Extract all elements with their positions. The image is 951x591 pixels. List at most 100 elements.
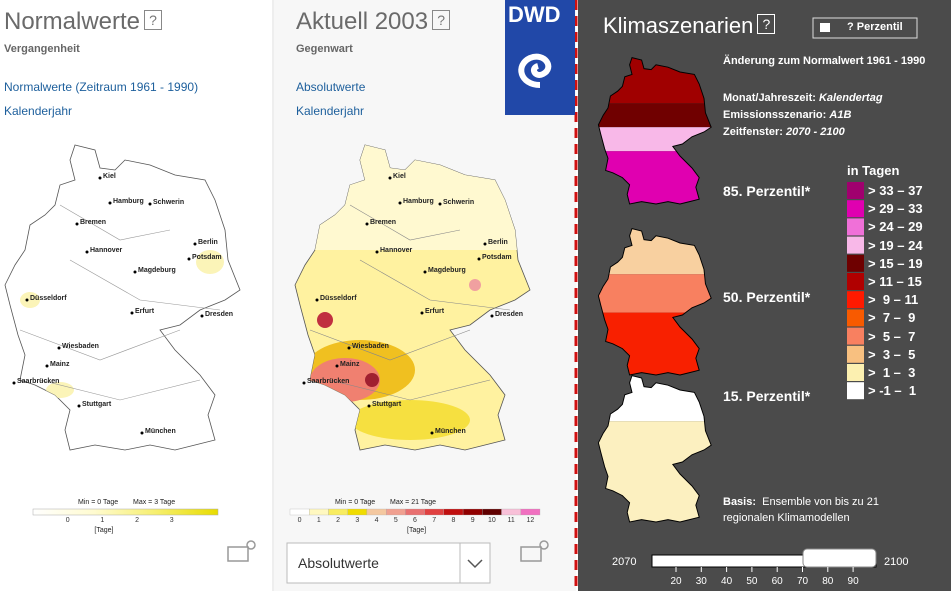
legend-tick: 3	[169, 517, 174, 524]
perzentil-button[interactable]	[812, 17, 918, 39]
legend-tick: 6	[413, 517, 417, 524]
city-dot	[438, 202, 442, 206]
legend-swatch	[847, 236, 864, 254]
city-label: Mainz	[340, 361, 360, 368]
colorbar-segment	[347, 508, 368, 516]
legend-label: > 15 – 19	[868, 255, 923, 271]
heading: Änderung zum Normalwert 1961 - 1990	[723, 55, 926, 67]
colorbar-segment	[405, 508, 425, 516]
slider-tick-label: 20	[670, 576, 682, 587]
legend-swatch	[847, 364, 864, 381]
city-dot	[108, 201, 112, 205]
link[interactable]: Kalenderjahr	[296, 104, 365, 118]
city-label: Düsseldorf	[320, 295, 357, 302]
legend-label: > 29 – 33	[868, 201, 923, 217]
logo: DWD	[508, 2, 561, 27]
city-dot	[77, 404, 81, 408]
city-dot	[483, 242, 487, 246]
percentile-label: 50. Perzentil*	[723, 289, 811, 305]
colorbar-segment	[289, 508, 310, 516]
legend-tick: 5	[393, 517, 398, 524]
city-label: Berlin	[488, 239, 508, 246]
city-label: München	[145, 428, 176, 435]
title-text: Normalwerte	[4, 8, 141, 35]
basis-text: regionalen Klimamodellen	[723, 512, 850, 524]
tool-icon[interactable]	[520, 540, 549, 562]
link[interactable]: Normalwerte (Zeitraum 1961 - 1990)	[4, 80, 199, 94]
slider-tick-label: 70	[796, 576, 809, 587]
basis: Basis: Ensemble von bis zu 21	[723, 496, 879, 508]
city-label: Wiesbaden	[352, 343, 389, 350]
legend-tick: 11	[507, 517, 515, 524]
legend-label: > 24 – 29	[868, 219, 923, 235]
help[interactable]: ?	[757, 14, 776, 34]
city-label: Hannover	[380, 247, 413, 254]
legend-tick: 10	[488, 517, 496, 524]
colorbar-segment	[386, 508, 406, 516]
city-dot	[490, 314, 494, 318]
tool-icon[interactable]	[227, 540, 256, 562]
colorbar-segment	[462, 508, 483, 516]
legend-label: > 9 – 11	[868, 292, 919, 308]
dropdown-label[interactable]: Absolutwerte	[298, 555, 379, 571]
slider-handle[interactable]	[802, 548, 877, 568]
legend-label: > -1 – 1	[868, 383, 917, 399]
link[interactable]: Kalenderjahr	[4, 104, 73, 118]
city-dot	[25, 298, 29, 302]
colorbar-segment	[482, 508, 502, 516]
city-label: Stuttgart	[372, 401, 402, 408]
legend-swatch	[847, 291, 864, 309]
city-dot	[335, 364, 339, 368]
percentile-label: 85. Perzentil*	[723, 183, 811, 199]
legend-tick: 0	[65, 517, 70, 524]
legend-tick: 1	[316, 517, 321, 524]
help[interactable]: ?	[144, 10, 163, 30]
title-text: Klimaszenarien	[603, 13, 754, 38]
legend-tick: 3	[355, 517, 360, 524]
legend-swatch	[847, 382, 864, 400]
city-label: Mainz	[50, 361, 70, 368]
city-dot	[12, 381, 16, 385]
title-text: Aktuell 2003	[296, 8, 429, 35]
info-line: Emissionsszenario: A1B	[723, 109, 851, 121]
legend-unit: [Tage]	[407, 527, 427, 534]
city-label: Düsseldorf	[30, 295, 67, 302]
button-label[interactable]: ? Perzentil	[847, 21, 903, 33]
city-label: Dresden	[205, 311, 234, 318]
map-normal	[4, 144, 241, 451]
city-label: Bremen	[80, 219, 107, 226]
legend-tick: 7	[432, 517, 437, 524]
slider-end: 2100	[884, 556, 909, 568]
slider-tick-label: 60	[771, 576, 783, 587]
subtitle: Vergangenheit	[4, 43, 80, 55]
legend-swatch	[847, 327, 864, 345]
legend-title: in Tagen	[847, 163, 900, 178]
title: Klimaszenarien?	[603, 13, 776, 39]
info-line: Zeitfenster: 2070 - 2100	[723, 126, 845, 138]
city-label: Bremen	[370, 219, 397, 226]
city-dot	[187, 257, 191, 261]
help[interactable]: ?	[432, 10, 451, 30]
city-label: Schwerin	[443, 199, 475, 206]
colorbar-segment	[328, 508, 348, 516]
info-value: Kalendertag	[818, 92, 883, 104]
city-dot	[130, 311, 134, 315]
dropdown[interactable]	[286, 542, 491, 584]
city-dot	[367, 404, 371, 408]
city-label: Berlin	[198, 239, 218, 246]
link[interactable]: Absolutwerte	[296, 80, 366, 94]
city-dot	[430, 431, 434, 435]
city-dot	[133, 270, 137, 274]
legend-max: Max = 3 Tage	[133, 499, 176, 506]
map-p50	[597, 228, 712, 376]
legend-label: > 19 – 24	[868, 237, 923, 253]
legend-label: > 1 – 3	[868, 365, 916, 380]
legend-tick: 2	[336, 517, 341, 524]
city-dot	[365, 222, 369, 226]
colorbar-segment	[424, 508, 444, 516]
basis-text: Ensemble von bis zu 21	[762, 496, 879, 508]
colorbar-segment	[366, 508, 387, 516]
city-label: Saarbrücken	[307, 378, 350, 385]
